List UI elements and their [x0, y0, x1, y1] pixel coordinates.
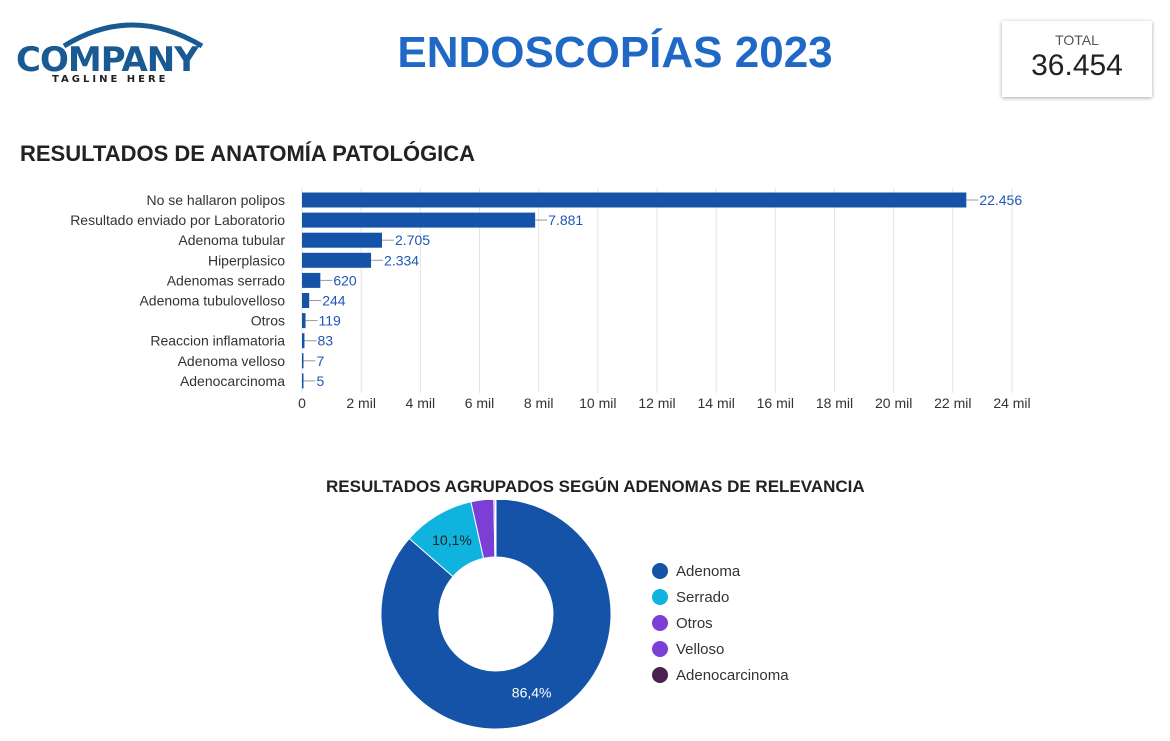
- legend-item[interactable]: Velloso: [652, 636, 789, 662]
- legend-item[interactable]: Adenocarcinoma: [652, 662, 789, 688]
- category-label: Otros: [251, 313, 285, 329]
- data-label: 2.334: [384, 252, 419, 268]
- x-tick-label: 0: [298, 395, 306, 411]
- bar: [302, 232, 383, 248]
- category-label: No se hallaron polipos: [146, 192, 285, 208]
- category-label: Adenoma tubular: [178, 232, 285, 248]
- legend-swatch: [652, 589, 668, 605]
- kpi-value: 36.454: [1031, 49, 1123, 82]
- x-tick-label: 20 mil: [875, 395, 912, 411]
- bar: [302, 333, 305, 349]
- data-label: 244: [322, 293, 346, 309]
- legend-label: Adenocarcinoma: [676, 666, 789, 684]
- x-tick-label: 22 mil: [934, 395, 971, 411]
- legend-swatch: [652, 641, 668, 657]
- legend-label: Otros: [676, 614, 713, 632]
- donut-chart: 86,4% 10,1%: [380, 500, 612, 730]
- category-label: Resultado enviado por Laboratorio: [70, 212, 285, 228]
- bar-chart-title: RESULTADOS DE ANATOMÍA PATOLÓGICA: [20, 141, 476, 166]
- total-kpi-card: TOTAL 36.454: [1002, 21, 1152, 97]
- data-label: 7: [317, 353, 325, 369]
- legend-swatch: [652, 563, 668, 579]
- legend-swatch: [652, 667, 668, 683]
- bar: [302, 252, 372, 268]
- bar-chart: 0 2 mil 4 mil 6 mil 8 mil 10 mil 12 mil 14 mil 1…: [70, 188, 1031, 411]
- category-label: Adenocarcinoma: [180, 373, 285, 389]
- x-tick-label: 4 mil: [406, 395, 436, 411]
- x-tick-label: 14 mil: [697, 395, 734, 411]
- legend-item[interactable]: Serrado: [652, 584, 789, 610]
- category-label: Hiperplasico: [208, 252, 285, 268]
- bar: [302, 212, 536, 228]
- x-tick-label: 12 mil: [638, 395, 675, 411]
- data-label: 83: [317, 333, 333, 349]
- slice-label: 10,1%: [432, 532, 472, 548]
- kpi-label: TOTAL: [1055, 32, 1099, 48]
- page-title: ENDOSCOPÍAS 2023: [397, 28, 833, 77]
- x-tick-label: 2 mil: [346, 395, 376, 411]
- data-label: 5: [317, 373, 325, 389]
- category-label: Reaccion inflamatoria: [150, 333, 285, 349]
- data-label: 119: [319, 313, 342, 329]
- company-logo: COMPANY TAGLINE HERE: [12, 12, 212, 92]
- category-label: Adenoma velloso: [178, 353, 286, 369]
- bar: [302, 293, 310, 308]
- legend-label: Adenoma: [676, 562, 741, 580]
- donut-slice: [380, 500, 612, 730]
- bar: [302, 353, 304, 369]
- legend-label: Serrado: [676, 588, 730, 606]
- donut-chart-title: RESULTADOS AGRUPADOS SEGÚN ADENOMAS DE R…: [326, 477, 865, 496]
- x-tick-label: 8 mil: [524, 395, 554, 411]
- category-label: Adenomas serrado: [167, 272, 286, 288]
- donut-slice: [494, 500, 497, 558]
- x-tick-label: 18 mil: [816, 395, 853, 411]
- data-label: 22.456: [979, 192, 1022, 208]
- logo-arc-icon: [62, 22, 204, 49]
- logo-text: COMPANY: [16, 40, 199, 80]
- bar: [302, 192, 967, 208]
- legend-label: Velloso: [676, 640, 725, 658]
- bar: [302, 373, 304, 389]
- legend-item[interactable]: Otros: [652, 610, 789, 636]
- logo-tagline: TAGLINE HERE: [52, 74, 169, 85]
- legend-item[interactable]: Adenoma: [652, 558, 789, 584]
- bar: [302, 272, 321, 288]
- data-label: 7.881: [548, 212, 583, 228]
- data-label: 2.705: [395, 232, 430, 248]
- category-label: Adenoma tubulovelloso: [139, 293, 285, 309]
- x-tick-label: 6 mil: [465, 395, 495, 411]
- legend-swatch: [652, 615, 668, 631]
- slice-label: 86,4%: [512, 684, 552, 700]
- x-tick-label: 24 mil: [993, 395, 1030, 411]
- x-tick-label: 16 mil: [757, 395, 794, 411]
- donut-legend: Adenoma Serrado Otros Velloso Adenocarci…: [652, 558, 789, 688]
- data-label: 620: [333, 272, 357, 288]
- x-tick-label: 10 mil: [579, 395, 616, 411]
- bar: [302, 313, 306, 329]
